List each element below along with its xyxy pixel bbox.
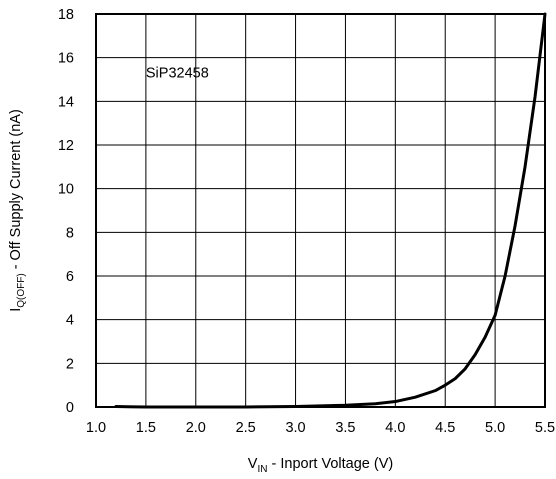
y-tick-label: 0 <box>66 400 74 416</box>
x-axis-label-rest: - Inport Voltage (V) <box>267 456 393 472</box>
y-tick-label: 18 <box>58 7 74 23</box>
x-tick-label: 2.0 <box>186 420 206 436</box>
y-tick-labels: 0 2 4 6 8 10 12 14 16 18 <box>58 7 74 416</box>
x-tick-label: 4.5 <box>435 420 455 436</box>
annotations: SiP32458 <box>146 65 209 81</box>
x-tick-label: 3.5 <box>335 420 355 436</box>
x-tick-label: 4.0 <box>385 420 405 436</box>
y-tick-label: 12 <box>58 138 74 154</box>
x-tick-label: 1.5 <box>136 420 156 436</box>
y-axis-label-main: I <box>8 308 24 312</box>
y-tick-label: 2 <box>66 356 74 372</box>
y-tick-label: 6 <box>66 269 74 285</box>
y-tick-label: 14 <box>58 94 74 110</box>
x-tick-label: 3.0 <box>285 420 305 436</box>
annotation-label: SiP32458 <box>146 65 209 81</box>
y-axis-label: IQ(OFF) - Off Supply Current (nA) <box>8 109 27 312</box>
x-axis-label-sub: IN <box>257 464 267 475</box>
x-tick-label: 1.0 <box>86 420 106 436</box>
x-tick-labels: 1.0 1.5 2.0 2.5 3.0 3.5 4.0 4.5 5.0 5.5 <box>86 420 555 436</box>
y-tick-label: 16 <box>58 51 74 67</box>
y-tick-label: 10 <box>58 182 74 198</box>
plot-frame <box>95 13 546 408</box>
y-tick-label: 4 <box>66 313 74 329</box>
y-axis-label-sub: Q(OFF) <box>16 273 27 307</box>
x-tick-label: 2.5 <box>236 420 256 436</box>
x-axis-label: VIN - Inport Voltage (V) <box>248 456 393 475</box>
x-tick-label: 5.0 <box>485 420 505 436</box>
x-axis-label-main: V <box>248 456 258 472</box>
y-tick-label: 8 <box>66 225 74 241</box>
x-tick-label: 5.5 <box>535 420 555 436</box>
y-axis-label-rest: - Off Supply Current (nA) <box>8 109 24 273</box>
